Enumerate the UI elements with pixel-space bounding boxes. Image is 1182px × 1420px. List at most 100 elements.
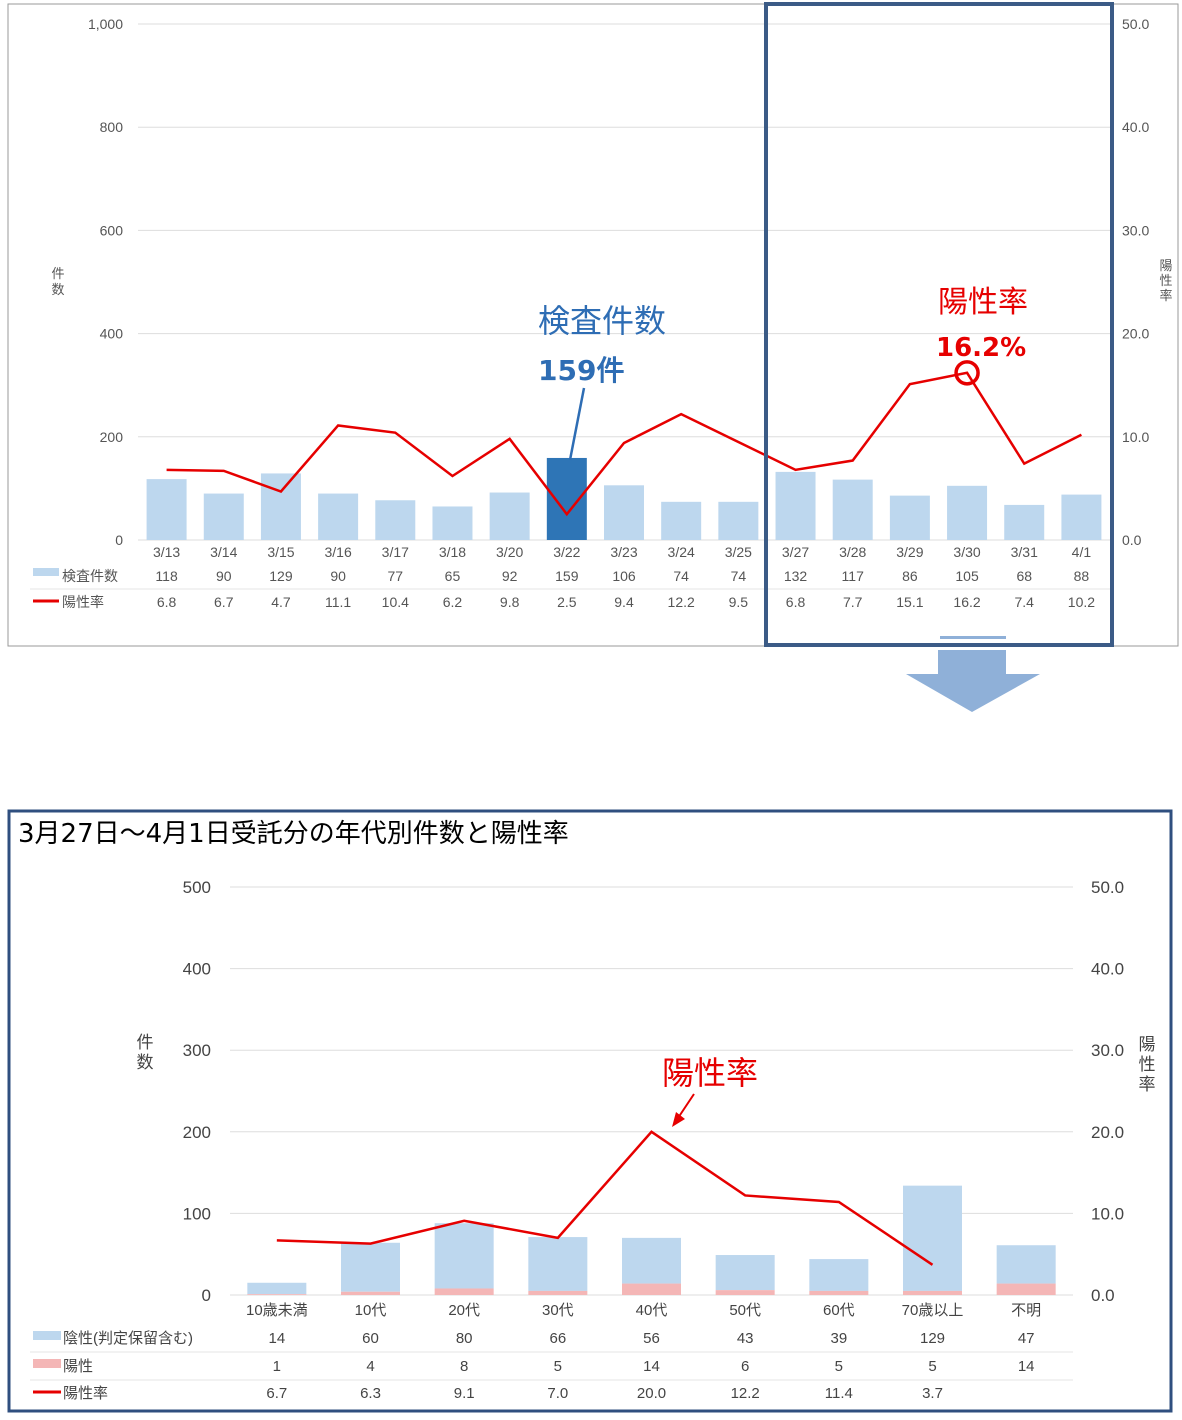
chart2-bar-negative (434, 1223, 494, 1289)
chart2-y2-tick: 20.0 (1091, 1123, 1124, 1142)
chart2-positive-cell: 5 (835, 1358, 843, 1375)
chart1-rate-cell: 9.5 (729, 594, 749, 610)
chart2-legend-positive: 陽性 (63, 1358, 93, 1375)
chart2-rate-cell: 11.4 (825, 1385, 853, 1402)
chart1-category-label: 3/30 (953, 544, 980, 560)
rate-annotation-title: 陽性率 (938, 285, 1028, 320)
chart2-bar-positive (809, 1290, 869, 1295)
chart2-bar-positive (247, 1294, 307, 1295)
chart1-category-label: 3/29 (896, 544, 923, 560)
chart1-rate-cell: 15.1 (896, 594, 923, 610)
chart1-bar (260, 473, 301, 540)
chart2-y2-tick: 0.0 (1091, 1286, 1115, 1305)
chart2-rate-line (276, 1130, 934, 1266)
chart2-title: 3月27日～4月1日受託分の年代別件数と陽性率 (18, 819, 569, 849)
tests-annotation-value: 159件 (538, 354, 624, 387)
chart1-category-label: 3/28 (839, 544, 866, 560)
chart2-y-tick: 200 (183, 1123, 211, 1142)
chart2-category-label: 10代 (355, 1302, 387, 1319)
chart2-bar-negative (996, 1245, 1056, 1284)
chart1-bar (375, 500, 416, 540)
chart1-rate-cell: 6.8 (157, 594, 177, 610)
chart2-legend-swatch-positive (33, 1359, 61, 1368)
chart2-rate-cell: 7.0 (547, 1385, 568, 1402)
chart1-count-cell: 86 (902, 568, 918, 584)
chart1-category-label: 3/24 (668, 544, 695, 560)
chart2-bar-positive (434, 1288, 494, 1295)
chart1-bar (947, 485, 988, 540)
chart2-negative-cell: 66 (549, 1330, 566, 1347)
chart2-y-tick: 300 (183, 1041, 211, 1060)
chart1-count-cell: 74 (673, 568, 689, 584)
chart2-y2-tick: 10.0 (1091, 1204, 1124, 1223)
chart2-category-label: 50代 (729, 1302, 761, 1319)
chart1-bar (889, 495, 930, 540)
chart2-y2label: 陽性率 (1139, 1035, 1156, 1095)
chart1-y2-tick: 40.0 (1122, 119, 1149, 135)
chart1-count-cell: 90 (330, 568, 346, 584)
chart2-rate-cell: 3.7 (922, 1385, 943, 1402)
chart1-count-cell: 118 (155, 568, 178, 584)
chart1-bar (489, 492, 530, 540)
chart1-y-tick: 1,000 (88, 16, 123, 32)
rate-peak-marker (954, 360, 980, 386)
chart1-legend-rate: 陽性率 (62, 594, 104, 610)
chart2-frame (7, 809, 1173, 1413)
chart2-rate-pointer-head (672, 1112, 685, 1127)
chart1-count-cell: 68 (1016, 568, 1032, 584)
chart1-category-label: 3/17 (382, 544, 409, 560)
chart1-y2-tick: 30.0 (1122, 222, 1149, 238)
chart2-category-label: 60代 (823, 1302, 855, 1319)
chart1-category-label: 3/15 (267, 544, 294, 560)
chart2-positive-cell: 6 (741, 1358, 749, 1375)
chart1-bar (775, 471, 816, 540)
chart2-positive-cell: 14 (643, 1358, 660, 1375)
chart2-rate-cell: 6.3 (360, 1385, 381, 1402)
chart2-negative-cell: 129 (920, 1330, 945, 1347)
chart1-y-tick: 800 (100, 119, 124, 135)
chart1-y-tick: 600 (100, 222, 124, 238)
chart1-category-label: 3/20 (496, 544, 523, 560)
chart2-negative-cell: 60 (362, 1330, 379, 1347)
chart2-bar-negative (341, 1242, 400, 1292)
chart1-y-tick: 200 (100, 429, 124, 445)
chart1-count-cell: 74 (731, 568, 747, 584)
chart1-count-cell: 117 (842, 568, 865, 584)
chart2-legend-swatch-negative (33, 1331, 61, 1340)
chart2-bar-negative (528, 1237, 588, 1291)
chart2-positive-cell: 5 (928, 1358, 936, 1375)
chart1-category-label: 3/13 (153, 544, 180, 560)
chart1-count-cell: 77 (388, 568, 404, 584)
rate-annotation-value: 16.2% (936, 333, 1026, 363)
chart2-bar-negative (809, 1259, 869, 1291)
chart1-category-label: 4/1 (1072, 544, 1092, 560)
chart1-rate-cell: 6.7 (214, 594, 234, 610)
chart1-y2label: 陽性率 (1159, 259, 1172, 304)
chart1-y2-tick: 0.0 (1122, 532, 1142, 548)
chart2-positive-cell: 4 (366, 1358, 374, 1375)
chart1-y-tick: 0 (115, 532, 123, 548)
chart1-y-tick: 400 (100, 326, 124, 342)
chart1-count-cell: 92 (502, 568, 518, 584)
chart2-y-tick: 0 (202, 1286, 211, 1305)
chart2-category-label: 10歳未満 (246, 1302, 308, 1319)
chart2-legend-rate: 陽性率 (63, 1385, 108, 1402)
chart2-rate-cell: 12.2 (731, 1385, 760, 1402)
chart1-bar (604, 485, 644, 540)
chart1-rate-cell: 9.8 (500, 594, 520, 610)
chart2-bar-negative (715, 1255, 775, 1291)
chart1-rate-cell: 9.4 (614, 594, 634, 610)
chart2-bar-positive (528, 1290, 588, 1295)
chart1-bar (432, 506, 473, 540)
chart2-bar-negative (622, 1237, 681, 1284)
chart2-category-label: 30代 (542, 1302, 574, 1319)
chart2-bar-positive (715, 1290, 775, 1295)
chart1-bar (718, 501, 759, 540)
chart2-bar-positive (341, 1291, 400, 1295)
chart2-category-label: 20代 (448, 1302, 480, 1319)
tests-annotation-title: 検査件数 (538, 302, 666, 340)
chart2-rate-annotation: 陽性率 (662, 1054, 758, 1092)
chart2-ylabel: 件数 (137, 1033, 154, 1073)
chart1-category-label: 3/31 (1011, 544, 1038, 560)
chart1-rate-line (166, 371, 1082, 517)
